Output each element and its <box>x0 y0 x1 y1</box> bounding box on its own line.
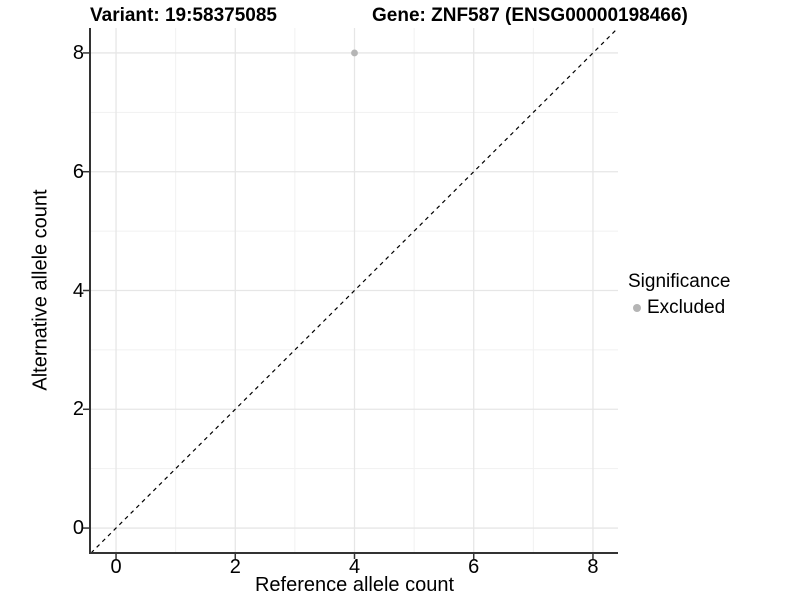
identity-reference-line <box>90 27 619 554</box>
excluded-point-icon <box>633 304 641 312</box>
legend-item-excluded: Excluded <box>627 297 730 319</box>
y-tick-label: 2 <box>72 398 84 421</box>
x-tick-label: 2 <box>229 556 241 578</box>
x-axis-title: Reference allele count <box>254 574 454 596</box>
y-tick-label: 6 <box>72 160 84 183</box>
x-tick-label: 4 <box>348 556 361 578</box>
y-tick-label: 4 <box>72 279 84 302</box>
x-tick-label: 8 <box>587 556 599 578</box>
data-point <box>351 49 358 57</box>
legend: Significance Excluded <box>627 271 730 319</box>
variant-title: Variant: 19:58375085 <box>90 5 277 26</box>
x-tick-label: 6 <box>468 556 480 578</box>
x-tick-label: 0 <box>110 556 122 578</box>
y-axis-title: Alternative allele count <box>29 189 52 391</box>
gene-title: Gene: ZNF587 (ENSG00000198466) <box>372 5 688 26</box>
y-tick-label: 0 <box>72 517 84 540</box>
legend-title: Significance <box>628 271 731 292</box>
legend-item-label: Excluded <box>647 297 726 318</box>
y-tick-label: 8 <box>72 41 84 64</box>
